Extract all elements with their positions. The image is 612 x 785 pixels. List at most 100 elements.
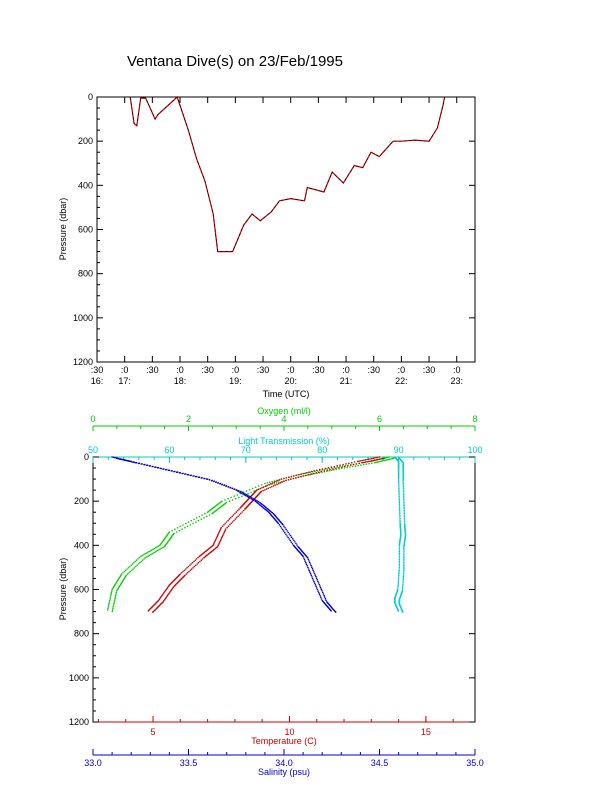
profile-point (315, 472, 318, 474)
profile-point (377, 458, 379, 461)
profile-point (261, 487, 263, 489)
profile-point (312, 472, 315, 475)
profile-point (144, 556, 147, 559)
profile-point (403, 501, 405, 504)
profile-point (397, 580, 400, 583)
profile-point (313, 580, 315, 583)
profile-point (181, 472, 183, 475)
profile-point (287, 479, 290, 481)
profile-point (112, 456, 115, 459)
profile-point (229, 523, 231, 526)
profile-point (402, 484, 405, 486)
profile-point (391, 457, 394, 460)
profile-point (239, 492, 242, 495)
profile-point (218, 502, 220, 505)
profile-point (403, 515, 406, 518)
profile-point (365, 463, 368, 466)
profile-point (181, 528, 183, 530)
profile-point (224, 499, 226, 501)
profile-point (187, 521, 190, 523)
profile-point (278, 479, 281, 481)
profile-point (206, 511, 209, 513)
profile-point (165, 596, 167, 599)
profile-point (165, 468, 167, 471)
profile-point (122, 572, 124, 574)
profile-point (398, 484, 400, 487)
profile-point (402, 580, 404, 583)
profile-point (160, 547, 163, 549)
top-x-hour-label: 18: (174, 376, 187, 386)
profile-point (216, 534, 219, 536)
profile-point (279, 525, 282, 528)
profile-point (195, 521, 197, 523)
profile-point (240, 512, 242, 515)
profile-point (398, 552, 401, 554)
profile-point (306, 565, 309, 567)
profile-point (278, 481, 280, 484)
profile-point (135, 559, 138, 561)
profile-point (332, 468, 334, 470)
profile-point (398, 563, 401, 566)
profile-point (130, 564, 132, 566)
profile-point (381, 457, 384, 460)
profile-point (378, 456, 381, 458)
profile-point (152, 611, 154, 613)
profile-point (303, 557, 305, 559)
profile-point (304, 560, 306, 562)
profile-point (403, 511, 406, 513)
profile-point (329, 468, 331, 471)
profile-point (111, 610, 114, 613)
profile-point (324, 597, 327, 600)
profile-point (233, 488, 236, 490)
profile-point (149, 550, 152, 552)
profile-point (108, 602, 110, 605)
profile-point (150, 549, 153, 551)
profile-point (115, 457, 118, 460)
profile-point (120, 458, 122, 461)
profile-point (264, 489, 266, 491)
profile-point (190, 563, 192, 565)
profile-point (309, 571, 311, 573)
profile-point (369, 460, 371, 463)
temperature-tick-label: 5 (151, 727, 156, 737)
profile-point (398, 557, 401, 559)
profile-point (307, 568, 310, 570)
profile-point (109, 596, 112, 599)
profile-point (366, 458, 368, 461)
bottom-y-tick-label: 800 (74, 629, 89, 639)
profile-point (398, 550, 401, 553)
profile-point (403, 569, 405, 572)
profile-point (155, 550, 157, 553)
profile-point (224, 522, 227, 525)
profile-point (315, 575, 317, 578)
profile-point (313, 571, 315, 573)
profile-point (398, 483, 400, 485)
profile-point (163, 590, 166, 593)
profile-point (338, 467, 340, 469)
profile-point (148, 554, 151, 557)
profile-point (398, 561, 401, 564)
profile-point (163, 545, 166, 548)
profile-point (223, 484, 226, 486)
profile-point (320, 598, 323, 600)
top-x-tick-label: :0 (121, 365, 129, 375)
profile-point (403, 497, 405, 499)
profile-point (280, 478, 283, 480)
profile-point (363, 459, 365, 462)
profile-point (402, 485, 405, 488)
profile-point (309, 563, 312, 565)
top-x-tick-label: :0 (232, 365, 240, 375)
profile-point (292, 477, 295, 480)
profile-point (187, 565, 190, 568)
profile-point (318, 468, 321, 471)
top-x-hour-label: 19: (229, 376, 242, 386)
profile-point (335, 467, 337, 470)
top-y-tick-label: 1200 (73, 357, 93, 367)
profile-point (256, 500, 259, 502)
profile-point (124, 459, 126, 462)
profile-point (289, 539, 292, 542)
bottom-y-tick-label: 1200 (69, 717, 89, 727)
profile-point (349, 466, 351, 468)
profile-point (201, 514, 203, 516)
